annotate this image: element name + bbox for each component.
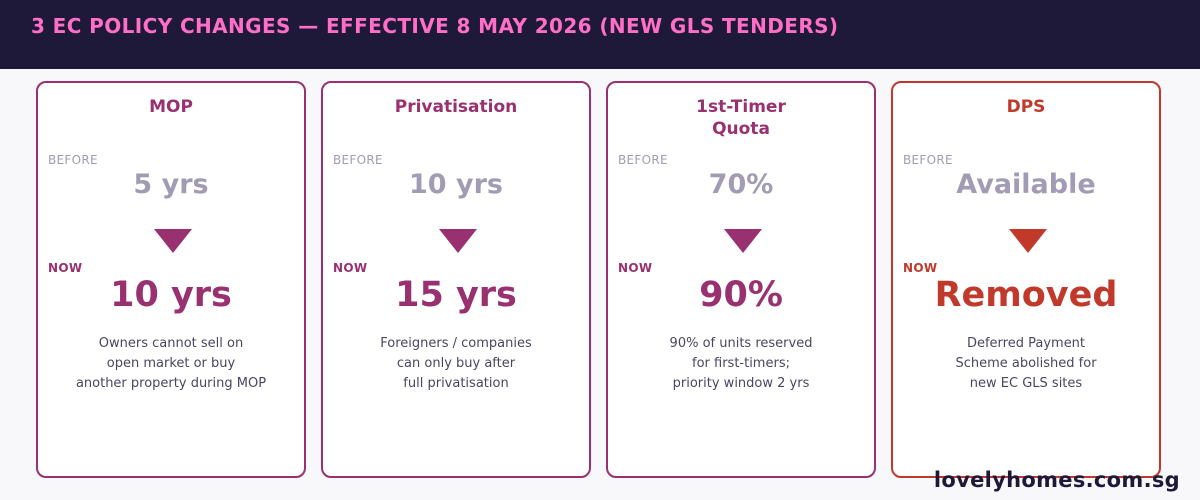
card-title: 1st-Timer Quota xyxy=(696,97,786,139)
now-value: 90% xyxy=(699,275,783,315)
card-description: 90% of units reserved for first-timers; … xyxy=(669,336,813,391)
now-label: NOW xyxy=(618,261,653,275)
card-description: Foreigners / companies can only buy afte… xyxy=(380,336,532,391)
card-privatisation: Privatisation BEFORE 10 yrs NOW 15 yrs F… xyxy=(321,81,591,478)
card-title: MOP xyxy=(149,97,193,117)
now-label: NOW xyxy=(333,261,368,275)
card-description: Owners cannot sell on open market or buy… xyxy=(75,336,267,391)
card-first-timer-quota: 1st-Timer Quota BEFORE 70% NOW 90% 90% o… xyxy=(606,81,876,478)
before-label: BEFORE xyxy=(903,153,953,167)
before-value: 70% xyxy=(708,169,774,200)
before-value: 10 yrs xyxy=(409,169,503,200)
before-label: BEFORE xyxy=(48,153,98,167)
brand-watermark: lovelyhomes.com.sg xyxy=(933,468,1180,492)
now-value: 10 yrs xyxy=(110,275,232,315)
card-title: DPS xyxy=(1006,97,1046,117)
now-value: Removed xyxy=(934,275,1118,315)
now-label: NOW xyxy=(903,261,938,275)
arrow-down-icon xyxy=(154,229,192,253)
card-title: Privatisation xyxy=(394,97,518,117)
arrow-down-icon xyxy=(439,229,477,253)
arrow-down-icon xyxy=(724,229,762,253)
before-value: Available xyxy=(956,169,1096,200)
before-label: BEFORE xyxy=(618,153,668,167)
before-label: BEFORE xyxy=(333,153,383,167)
card-mop: MOP BEFORE 5 yrs NOW 10 yrs Owners canno… xyxy=(36,81,306,478)
now-value: 15 yrs xyxy=(395,275,517,315)
card-description: Deferred Payment Scheme abolished for ne… xyxy=(955,336,1097,391)
arrow-down-icon xyxy=(1009,229,1047,253)
before-value: 5 yrs xyxy=(133,169,209,200)
now-label: NOW xyxy=(48,261,83,275)
header-bar: 3 EC POLICY CHANGES — EFFECTIVE 8 MAY 20… xyxy=(0,0,1200,69)
card-dps: DPS BEFORE Available NOW Removed Deferre… xyxy=(891,81,1161,478)
page-title: 3 EC POLICY CHANGES — EFFECTIVE 8 MAY 20… xyxy=(31,14,839,38)
